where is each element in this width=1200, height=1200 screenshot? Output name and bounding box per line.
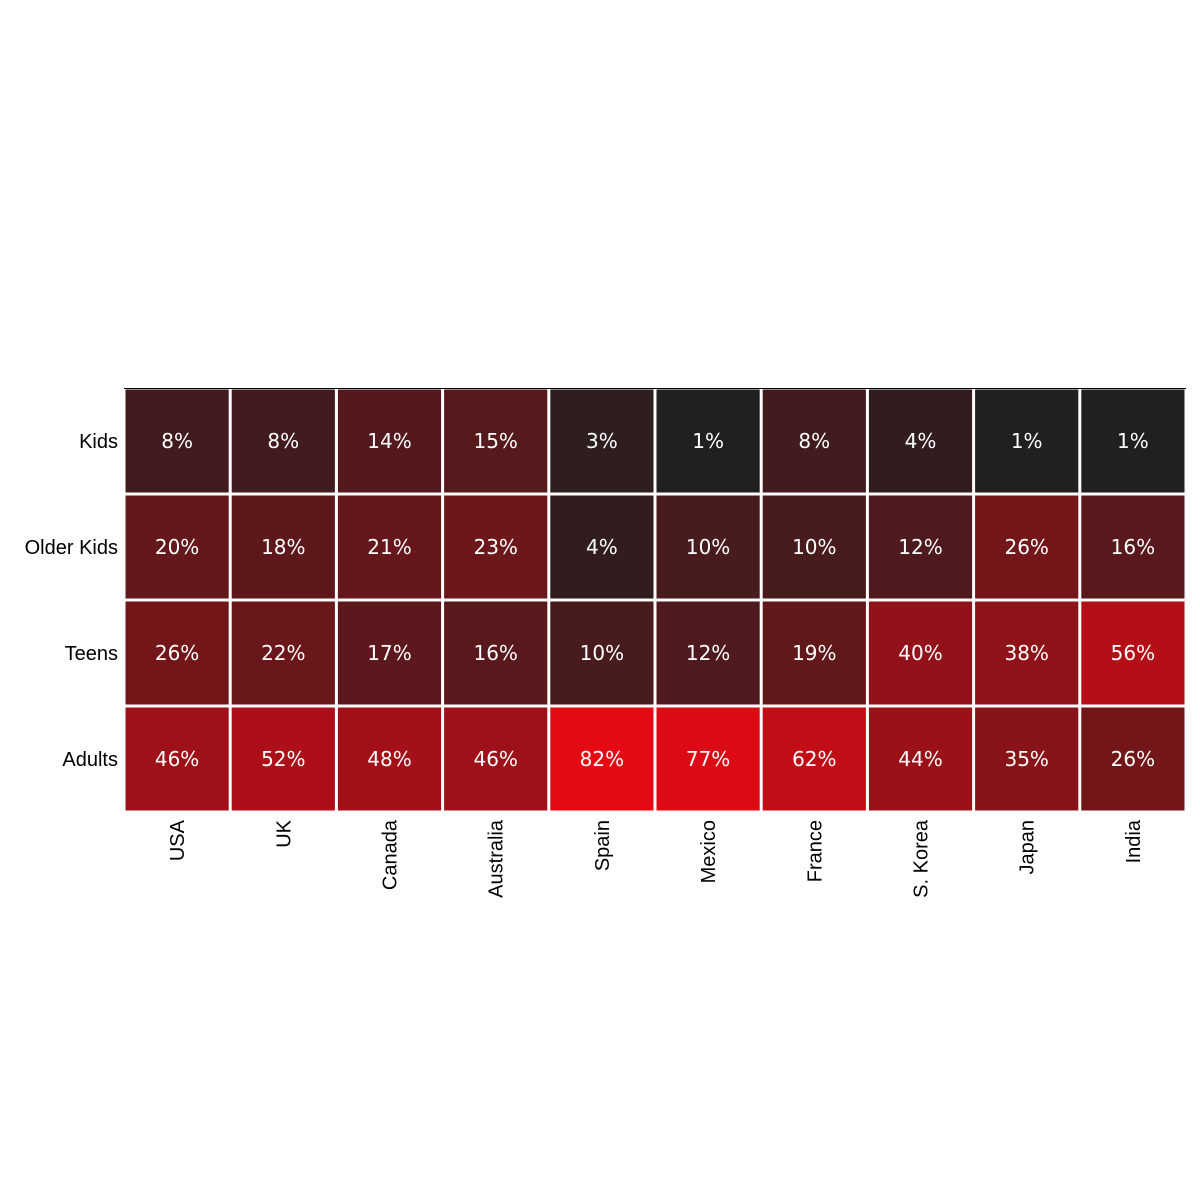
cell-value-label: 20% [155,535,199,559]
cell-value-label: 14% [367,429,411,453]
cell-value-label: 10% [792,535,836,559]
heatmap-cell [125,389,229,493]
cell-value-label: 8% [267,429,299,453]
heatmap-cell [975,495,1079,599]
column-tick-label: UK [273,819,295,847]
heatmap-cell [444,601,548,705]
cell-value-label: 19% [792,641,836,665]
cell-value-label: 26% [155,641,199,665]
heatmap-cell [868,495,973,599]
heatmap-cell [444,707,548,811]
column-tick-label: USA [167,819,189,861]
column-tick-label: Mexico [698,820,720,883]
cell-value-label: 23% [473,535,517,559]
cell-value-label: 1% [692,429,724,453]
cell-value-label: 26% [1004,535,1048,559]
cell-value-label: 44% [898,747,942,771]
heatmap-cell [231,601,335,705]
heatmap-cell [762,707,866,811]
cell-value-label: 8% [161,429,193,453]
column-labels: USA UK Canada Australia Spain Mexico France S. … [167,819,1145,898]
cell-value-label: 46% [473,747,517,771]
heatmap-cell [337,707,442,811]
column-tick-label: S. Korea [911,819,933,898]
cell-value-label: 15% [473,429,517,453]
cell-value-label: 56% [1111,641,1155,665]
heatmap-cell [656,495,760,599]
heatmap-cell [444,495,548,599]
heatmap-cell [550,707,654,811]
row-tick-label: Adults [62,749,118,771]
heatmap-cell [550,495,654,599]
cell-value-label: 1% [1011,429,1043,453]
row-labels: Kids Older Kids Teens Adults [25,431,118,771]
cell-value-label: 8% [798,429,830,453]
heatmap-cell [656,601,760,705]
heatmap-cell [125,495,229,599]
heatmap-cell [231,389,335,493]
cell-value-label: 18% [261,535,305,559]
heatmap-cell [550,389,654,493]
heatmap-cell [1081,389,1185,493]
cell-value-label: 77% [686,747,730,771]
heatmap-cell [762,389,866,493]
cell-value-label: 12% [898,535,942,559]
cell-value-label: 3% [586,429,618,453]
heatmap-cell [125,707,229,811]
cell-value-label: 16% [1111,535,1155,559]
row-tick-label: Older Kids [25,537,118,559]
row-tick-label: Kids [79,431,118,453]
heatmap-cell [975,707,1079,811]
heatmap-cell [125,601,229,705]
column-tick-label: India [1123,819,1145,863]
heatmap-cell [337,389,442,493]
heatmap-cell [868,389,973,493]
heatmap-cell [656,389,760,493]
heatmap-cell [337,601,442,705]
cell-value-label: 22% [261,641,305,665]
cell-value-label: 4% [905,429,937,453]
heatmap-cell [1081,707,1185,811]
heatmap-cell [975,601,1079,705]
heatmap-cell [656,707,760,811]
cell-value-label: 1% [1117,429,1149,453]
column-tick-label: Spain [592,820,614,871]
heatmap-cell [337,495,442,599]
column-tick-label: Japan [1017,820,1039,875]
heatmap-cell [231,495,335,599]
cell-value-label: 12% [686,641,730,665]
heatmap-cell [231,707,335,811]
heatmap-cell [762,495,866,599]
cell-value-label: 46% [155,747,199,771]
cell-value-label: 26% [1111,747,1155,771]
cell-value-label: 21% [367,535,411,559]
cell-value-label: 52% [261,747,305,771]
column-tick-label: Australia [486,819,508,898]
cell-value-label: 10% [686,535,730,559]
heatmap-cells: 8% 8% 14% 15% 3% 1% 8% 4% 1% 1% 20% 18% 21% 23% 4% 10% 1… [125,389,1185,811]
cell-value-label: 38% [1004,641,1048,665]
cell-value-label: 10% [580,641,624,665]
cell-value-label: 40% [898,641,942,665]
heatmap-cell [1081,601,1185,705]
cell-value-label: 62% [792,747,836,771]
heatmap-cell [868,601,973,705]
heatmap-cell [868,707,973,811]
cell-value-label: 16% [473,641,517,665]
cell-value-label: 17% [367,641,411,665]
heatmap-cell [444,389,548,493]
cell-value-label: 35% [1004,747,1048,771]
heatmap-cell [975,389,1079,493]
cell-value-label: 48% [367,747,411,771]
heatmap-cell [762,601,866,705]
heatmap-cell [1081,495,1185,599]
column-tick-label: Canada [380,819,402,890]
cell-value-label: 82% [580,747,624,771]
row-tick-label: Teens [65,643,118,665]
heatmap-cell [550,601,654,705]
column-tick-label: France [804,820,826,882]
cell-value-label: 4% [586,535,618,559]
